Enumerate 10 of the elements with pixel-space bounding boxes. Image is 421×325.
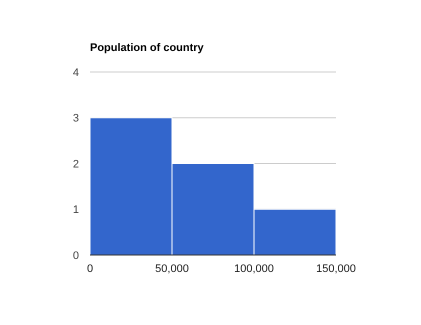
- y-tick-label: 3: [72, 112, 79, 125]
- y-tick-label: 0: [72, 250, 79, 262]
- x-tick-label: 0: [86, 263, 94, 275]
- x-tick-label: 150,000: [316, 263, 356, 275]
- x-tick-label: 50,000: [155, 263, 189, 275]
- chart-title: Population of country: [90, 42, 205, 54]
- y-tick-label: 4: [72, 66, 79, 79]
- y-tick-label: 1: [72, 204, 79, 216]
- y-tick-label: 2: [72, 158, 79, 170]
- x-tick-label: 100,000: [234, 263, 274, 275]
